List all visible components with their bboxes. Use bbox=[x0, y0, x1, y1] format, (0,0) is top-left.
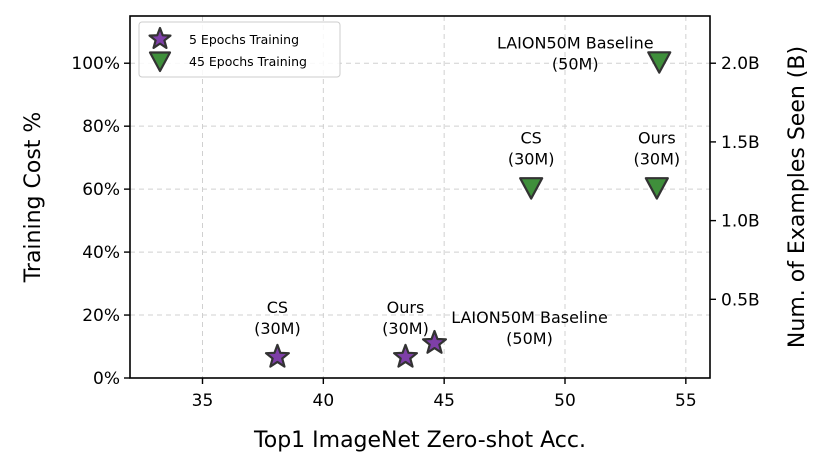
triangle-data-point bbox=[644, 177, 669, 200]
point-annotation-text: Ours bbox=[638, 129, 676, 148]
axis-ticks: 35 40 45 50 55 0% 20% 40% 60% 80% 100% 0.5B 1.0B 1.5B… bbox=[71, 54, 759, 411]
y2-axis-label: Num. of Examples Seen (B) bbox=[785, 46, 810, 348]
point-annotation-text: LAION50M Baseline bbox=[451, 308, 608, 327]
point-annotation-text: LAION50M Baseline bbox=[497, 34, 654, 53]
legend-triangle-marker bbox=[148, 51, 172, 73]
y2-tick-label: 2.0B bbox=[721, 54, 760, 74]
legend-star-marker bbox=[148, 26, 172, 49]
point-annotation-text: Ours bbox=[387, 298, 425, 317]
x-tick-label: 45 bbox=[433, 391, 455, 411]
plot-frame bbox=[129, 15, 711, 379]
data-marks bbox=[264, 51, 672, 368]
triangle-data-point bbox=[519, 177, 544, 200]
triangle-data-point bbox=[647, 51, 672, 74]
point-annotations: CS (30M) Ours (30M) LAION50M Baseline (50M) CS… bbox=[254, 34, 680, 348]
legend-triangle-icon bbox=[148, 51, 172, 73]
legend-label-45-epochs: 45 Epochs Training bbox=[189, 54, 307, 69]
y2-tick-label: 1.5B bbox=[721, 133, 760, 153]
legend-star-icon bbox=[148, 26, 172, 49]
x-axis-label: Top1 ImageNet Zero-shot Acc. bbox=[253, 428, 586, 453]
x-tick-label: 40 bbox=[313, 391, 335, 411]
x-tick-label: 50 bbox=[554, 391, 576, 411]
y-tick-label: 100% bbox=[71, 54, 120, 74]
x-tick-label: 55 bbox=[675, 391, 697, 411]
y-tick-label: 0% bbox=[93, 369, 120, 389]
point-annotation-text: CS bbox=[521, 129, 542, 148]
star-data-point bbox=[264, 343, 290, 368]
point-annotation-text: (30M) bbox=[508, 150, 555, 169]
star-data-point bbox=[392, 343, 419, 368]
point-annotation-text: (30M) bbox=[634, 150, 681, 169]
y-tick-label: 40% bbox=[82, 243, 120, 263]
point-annotation-text: (50M) bbox=[552, 55, 599, 74]
y-tick-label: 20% bbox=[82, 306, 120, 326]
y2-tick-label: 0.5B bbox=[721, 290, 760, 310]
y-tick-label: 60% bbox=[82, 180, 120, 200]
legend-label-5-epochs: 5 Epochs Training bbox=[189, 32, 299, 47]
x-tick-label: 35 bbox=[192, 391, 214, 411]
point-annotation-text: (30M) bbox=[254, 319, 301, 338]
y-tick-label: 80% bbox=[82, 117, 120, 137]
star-data-point bbox=[421, 329, 448, 354]
y2-tick-label: 1.0B bbox=[721, 212, 760, 232]
point-annotation-text: (30M) bbox=[382, 319, 429, 338]
y-axis-label: Training Cost % bbox=[21, 112, 46, 284]
legend-box bbox=[138, 21, 341, 78]
grid-lines bbox=[130, 16, 710, 378]
point-annotation-text: CS bbox=[267, 298, 288, 317]
point-annotation-text: (50M) bbox=[506, 329, 553, 348]
legend: 5 Epochs Training 45 Epochs Training bbox=[138, 21, 341, 78]
